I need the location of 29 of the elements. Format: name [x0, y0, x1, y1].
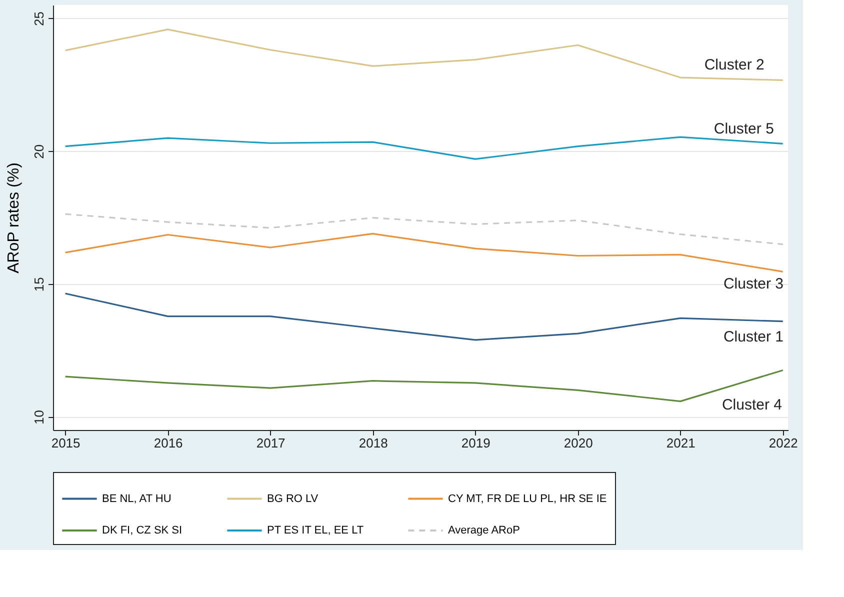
- x-tick-label: 2020: [564, 436, 593, 450]
- x-tick-label: 2018: [358, 436, 388, 450]
- annotation: Cluster 1: [723, 328, 784, 346]
- legend-label: BE NL, AT HU: [102, 492, 172, 505]
- x-tick-label: 2022: [768, 436, 798, 450]
- y-tick-label: 20: [32, 144, 46, 159]
- legend-label: DK FI, CZ SK SI: [102, 524, 182, 536]
- legend-label: BG RO LV: [267, 492, 319, 505]
- legend-label: PT ES IT EL, EE LT: [267, 524, 364, 536]
- line-series: [64, 232, 784, 272]
- annotation: Cluster 5: [714, 120, 774, 138]
- x-tick-label: 2016: [154, 436, 183, 450]
- line-series: [64, 213, 784, 246]
- annotation: Cluster 3: [723, 275, 784, 292]
- x-tick-label: 2021: [666, 436, 696, 450]
- legend-label: Average ARoP: [448, 524, 520, 536]
- x-tick-label: 2019: [461, 436, 490, 450]
- annotation: Cluster 2: [704, 56, 764, 74]
- annotation: Cluster 4: [722, 396, 782, 414]
- y-tick-label: 15: [32, 277, 46, 292]
- line-series: [64, 292, 784, 341]
- line-series: [64, 28, 784, 81]
- x-tick-label: 2015: [51, 436, 80, 450]
- line-series: [64, 136, 784, 160]
- legend-label: CY MT, FR DE LU PL, HR SE IE: [448, 492, 607, 505]
- x-tick-label: 2017: [256, 436, 286, 450]
- y-tick-label: 10: [32, 410, 46, 424]
- y-tick-label: 25: [32, 12, 46, 26]
- y-axis-title: ARoP rates (%): [6, 162, 22, 274]
